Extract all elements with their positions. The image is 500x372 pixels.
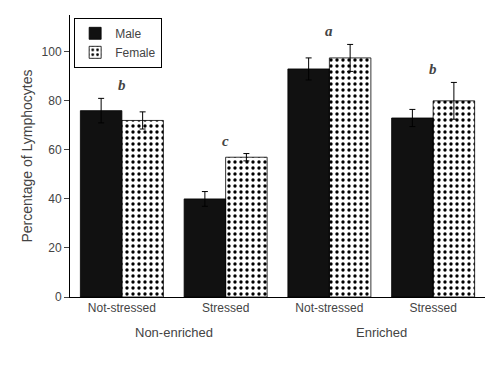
- svg-text:b: b: [118, 77, 126, 93]
- svg-text:100: 100: [42, 45, 62, 59]
- svg-text:Male: Male: [115, 27, 141, 41]
- svg-text:Not-stressed: Not-stressed: [295, 301, 363, 315]
- svg-text:60: 60: [48, 143, 62, 157]
- svg-text:Enriched: Enriched: [356, 325, 407, 340]
- svg-text:20: 20: [48, 241, 62, 255]
- svg-text:40: 40: [48, 192, 62, 206]
- svg-text:a: a: [325, 23, 333, 39]
- svg-text:b: b: [429, 61, 437, 77]
- svg-text:c: c: [222, 133, 229, 149]
- svg-text:0: 0: [55, 290, 62, 304]
- svg-text:Female: Female: [115, 46, 155, 60]
- svg-text:Percentage of Lymphocytes: Percentage of Lymphocytes: [19, 69, 35, 242]
- svg-text:Non-enriched: Non-enriched: [135, 325, 213, 340]
- svg-text:Stressed: Stressed: [202, 301, 249, 315]
- svg-text:Stressed: Stressed: [409, 301, 456, 315]
- svg-text:80: 80: [48, 94, 62, 108]
- svg-text:Not-stressed: Not-stressed: [88, 301, 156, 315]
